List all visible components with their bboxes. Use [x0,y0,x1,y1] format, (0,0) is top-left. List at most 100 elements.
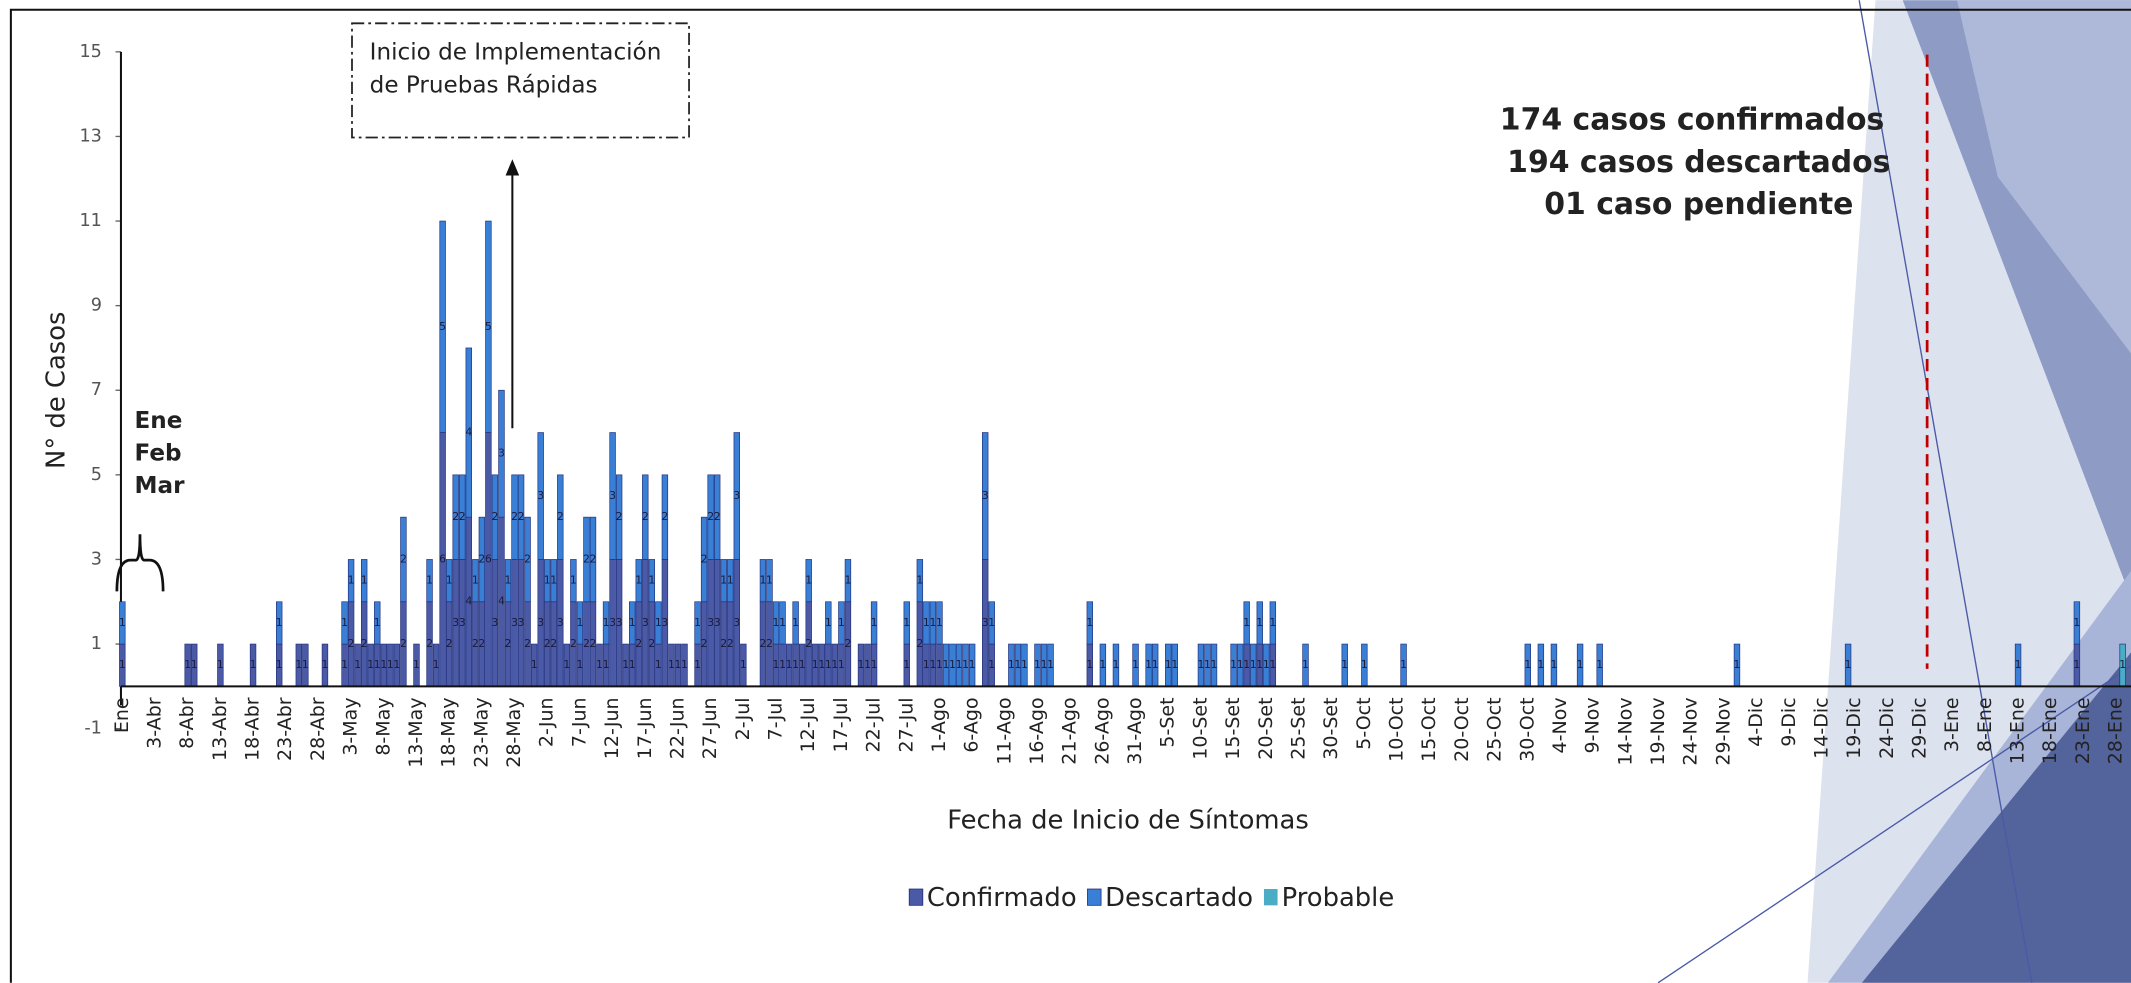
x-tick-label: 27-Jul [895,697,917,752]
bar-segment [2073,601,2081,645]
segment-label: 1 [720,574,727,587]
segment-label: 1 [943,658,950,671]
segment-label: 1 [550,574,557,587]
segment-label: 1 [374,616,381,629]
x-tick-label: 10-Oct [1386,697,1408,761]
segment-label: 3 [609,489,616,502]
segment-label: 1 [648,574,655,587]
segment-label: 2 [616,510,623,523]
x-tick-label: 19-Dic [1843,697,1865,758]
segment-label: 1 [276,658,283,671]
x-tick-label: 14-Nov [1614,697,1636,765]
x-tick-label: 22-Jun [666,697,688,759]
y-tick-label: 11 [79,211,101,231]
segment-label: 3 [714,616,721,629]
segment-label: 3 [616,616,623,629]
segment-label: 3 [459,616,466,629]
x-tick-label: 9-Nov [1582,697,1604,753]
legend-swatch [1263,889,1278,906]
segment-label: 1 [472,574,479,587]
segment-label: 1 [629,658,636,671]
segment-label: 1 [681,658,688,671]
segment-label: 1 [1537,658,1544,671]
segment-label: 1 [387,658,394,671]
segment-label: 1 [740,658,747,671]
segment-label: 1 [2015,658,2022,671]
x-tick-label: 10-Set [1189,697,1211,759]
segment-label: 1 [655,658,662,671]
segment-label: 1 [812,658,819,671]
segment-label: 4 [498,595,505,608]
x-tick-label: 7-Jul [765,697,787,740]
arrow-head [505,159,520,176]
segment-label: 1 [1263,658,1270,671]
y-tick-label: 1 [91,634,102,654]
x-tick-label: 25-Oct [1484,697,1506,761]
x-tick-label: 30-Set [1320,697,1342,759]
note-box [351,22,690,139]
segment-label: 1 [773,658,780,671]
segment-label: 1 [603,616,610,629]
bar-segment [517,474,525,560]
bar-segment [1086,601,1093,645]
segment-label: 1 [864,658,871,671]
x-tick-label: 16-Ago [1026,697,1048,764]
x-tick-label: 29-Nov [1712,697,1734,765]
segment-label: 1 [929,616,936,629]
bar-segment [511,474,518,560]
annotation: 194 casos descartados [1507,145,1890,180]
bar-segment [341,601,348,645]
segment-label: 1 [1086,616,1093,629]
bar-segment [374,601,381,645]
segment-label: 1 [1034,658,1041,671]
note-text: de Pruebas Rápidas [370,72,598,98]
segment-label: 1 [988,616,995,629]
bar-segment [661,474,669,560]
bar-segment [583,516,590,603]
deco-line [1858,0,2033,983]
x-tick-label: 23-Ene [2072,697,2094,764]
bar-segment [648,559,656,603]
segment-label: 1 [779,658,786,671]
bar-segment [720,559,727,603]
x-tick-label: 3-May [340,697,362,755]
segment-label: 2 [707,510,714,523]
segment-label: 2 [766,637,773,650]
segment-label: 1 [1197,658,1204,671]
segment-label: 1 [903,658,910,671]
bar-segment [642,474,649,560]
segment-label: 1 [1524,658,1531,671]
segment-label: 2 [472,637,479,650]
segment-label: 1 [969,658,976,671]
segment-label: 2 [400,552,407,565]
segment-label: 2 [361,637,368,650]
segment-label: 2 [446,637,453,650]
x-tick-label: 29-Dic [1909,697,1931,758]
segment-label: 1 [694,658,701,671]
bar-segment [635,559,642,603]
segment-label: 1 [871,616,878,629]
segment-label: 1 [576,616,583,629]
segment-label: 2 [518,510,525,523]
segment-label: 1 [2073,616,2080,629]
x-tick-label: 18-Abr [242,697,264,761]
segment-label: 2 [805,637,812,650]
bar-segment [602,601,610,645]
bar-segment [838,601,845,645]
x-tick-label: 24-Dic [1876,697,1898,758]
bar-segment [465,347,472,518]
bar-segment [1256,601,1263,645]
y-tick-label: 13 [79,126,101,146]
bar-segment [491,474,499,560]
bar-segment [733,432,740,560]
deco-line [1657,665,2131,983]
segment-label: 1 [367,658,374,671]
x-axis-title: Fecha de Inicio de Síntomas [947,806,1309,836]
segment-label: 2 [459,510,466,523]
segment-label: 2 [491,510,498,523]
frame [9,8,2131,983]
x-tick-label: 3-Ene [1941,697,1963,752]
bar-segment [629,601,636,645]
bar-segment [903,601,910,645]
x-tick-label: 8-May [372,697,394,755]
